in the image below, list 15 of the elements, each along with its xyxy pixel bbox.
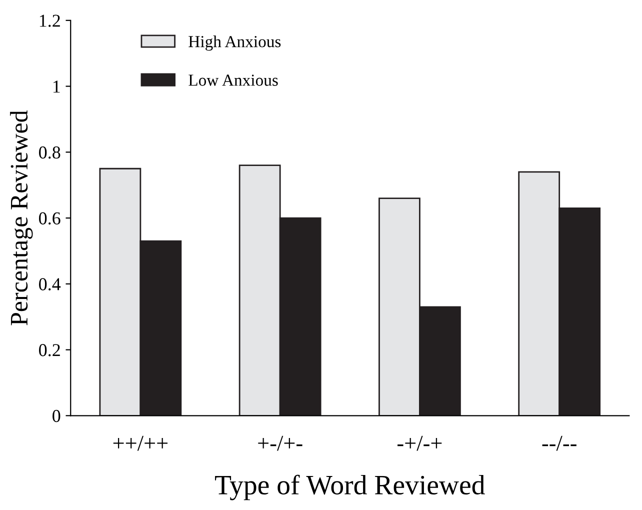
y-tick-label: 0.8	[39, 146, 60, 159]
x-tick-label: +-/+-	[258, 436, 302, 451]
x-axis-title: Type of Word Reviewed	[215, 474, 485, 500]
legend-label: High Anxious	[188, 36, 281, 51]
y-tick-label: 0	[52, 410, 60, 422]
y-axis-title: Percentage Reviewed	[10, 110, 33, 326]
y-tick-label: 1	[53, 80, 60, 93]
y-tick-label: 1.2	[40, 14, 60, 27]
legend-label: Low Anxious	[188, 74, 278, 86]
y-tick-label: 0.6	[39, 212, 60, 225]
x-tick-label: --/--	[542, 436, 576, 451]
y-tick-label: 0.4	[39, 278, 61, 290]
x-tick-label: -+/-+	[398, 436, 442, 451]
x-tick-label: ++/++	[113, 436, 168, 451]
y-tick-label: 0.2	[39, 344, 60, 356]
